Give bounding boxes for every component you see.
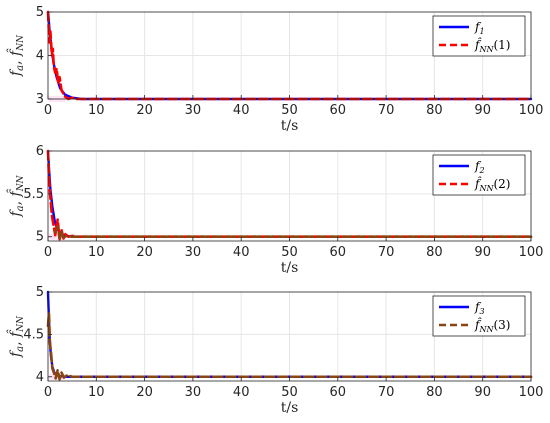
y-axis-label: fa, f̂NN [6, 315, 26, 358]
x-tick-label: 90 [474, 385, 491, 400]
legend-box [432, 154, 526, 196]
x-tick-label: 20 [136, 385, 153, 400]
x-tick-label: 50 [281, 245, 298, 260]
legend-box [432, 15, 526, 57]
x-tick-label: 30 [185, 385, 202, 400]
x-tick-label: 60 [330, 385, 347, 400]
x-tick-label: 70 [378, 385, 395, 400]
legend-label-1: f3 [474, 300, 485, 316]
series-line-2 [46, 311, 533, 381]
y-tick-label: 5 [36, 230, 44, 245]
legend: f2f̂NN(2) [432, 154, 526, 196]
legend-label-1: f1 [474, 20, 485, 36]
legend-label-1: f2 [474, 159, 485, 175]
x-tick-label: 60 [330, 103, 347, 118]
subplot-2: 0 10 20 30 40 50 60 70 80 90 100 5 5.5 6 t/s fa, f̂NN f2… [6, 144, 543, 276]
settle-band [49, 233, 65, 240]
x-axis-label: t/s [281, 118, 299, 134]
x-tick-label: 80 [426, 245, 443, 260]
series-line-3 [53, 225, 533, 240]
y-tick-label: 5 [36, 285, 44, 300]
x-tick-label: 70 [378, 245, 395, 260]
y-tick-label: 4.5 [23, 327, 44, 342]
x-tick-label: 90 [474, 103, 491, 118]
x-tick-label: 10 [88, 103, 105, 118]
y-tick-label: 4 [36, 49, 44, 64]
x-tick-label: 10 [88, 245, 105, 260]
y-tick-label: 5 [36, 5, 44, 20]
x-tick-label: 30 [185, 103, 202, 118]
x-tick-label: 40 [233, 385, 250, 400]
y-tick-label: 4 [36, 370, 44, 385]
subplot-1: 0 10 20 30 40 50 60 70 80 90 100 3 4 5 t/s fa, f̂NN f1f̂… [6, 5, 543, 134]
x-tick-label: 100 [519, 245, 544, 260]
x-tick-label: 50 [281, 385, 298, 400]
y-tick-label: 3 [36, 92, 44, 107]
legend-label-2: f̂NN(2) [474, 175, 510, 193]
x-tick-label: 50 [281, 103, 298, 118]
y-tick-label: 5.5 [23, 187, 44, 202]
x-tick-label: 10 [88, 385, 105, 400]
x-tick-label: 20 [136, 245, 153, 260]
x-tick-label: 100 [519, 103, 544, 118]
legend-box [432, 295, 526, 337]
x-tick-label: 70 [378, 103, 395, 118]
series-line-2 [46, 10, 533, 101]
x-tick-label: 60 [330, 245, 347, 260]
x-axis-label: t/s [281, 260, 299, 276]
x-tick-label: 100 [519, 385, 544, 400]
x-tick-label: 0 [44, 385, 52, 400]
x-axis-label: t/s [281, 400, 299, 416]
x-tick-label: 30 [185, 245, 202, 260]
y-axis-label: fa, f̂NN [6, 34, 26, 77]
x-tick-label: 0 [44, 103, 52, 118]
x-tick-label: 40 [233, 103, 250, 118]
legend-label-2: f̂NN(3) [474, 316, 510, 334]
legend-label-2: f̂NN(1) [474, 36, 510, 54]
x-tick-label: 90 [474, 245, 491, 260]
legend: f3f̂NN(3) [432, 295, 526, 337]
legend: f1f̂NN(1) [432, 15, 526, 57]
x-tick-label: 40 [233, 245, 250, 260]
x-tick-label: 0 [44, 245, 52, 260]
x-tick-label: 20 [136, 103, 153, 118]
y-axis-label: fa, f̂NN [6, 174, 26, 217]
x-tick-label: 80 [426, 103, 443, 118]
subplot-3: 0 10 20 30 40 50 60 70 80 90 100 4 4.5 5 t/s fa, f̂NN f3… [6, 285, 543, 416]
y-tick-label: 6 [36, 144, 44, 159]
x-tick-label: 80 [426, 385, 443, 400]
